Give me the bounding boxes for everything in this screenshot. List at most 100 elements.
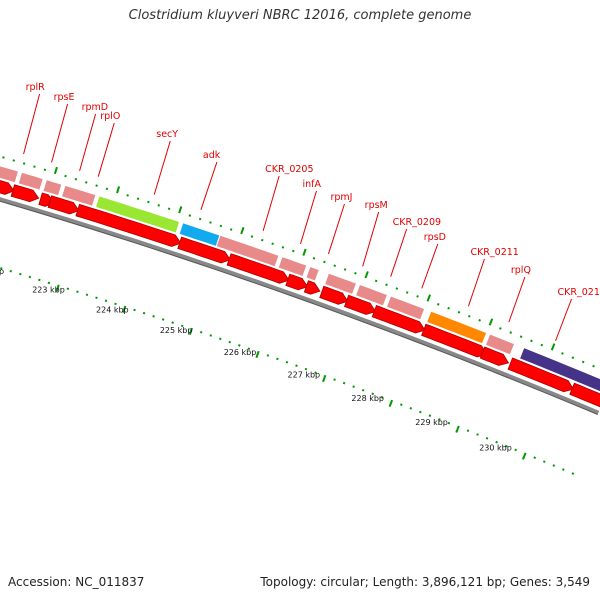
outer-tick-27 xyxy=(260,238,264,242)
leader-10 xyxy=(362,211,380,267)
inner-tick-33 xyxy=(266,354,270,357)
outer-tick-23 xyxy=(219,224,223,228)
inner-tick-47 xyxy=(399,403,403,406)
inner-tick-60 xyxy=(522,452,527,460)
inner-tick-17 xyxy=(114,302,117,306)
inner-tick-57 xyxy=(495,440,498,444)
inner-tick-21 xyxy=(152,315,155,318)
leader-11 xyxy=(390,228,408,277)
inner-tick-41 xyxy=(342,381,346,385)
gene-label-3: rpmD xyxy=(82,102,109,113)
gene-block-15 xyxy=(518,346,600,393)
gene-block-2 xyxy=(17,171,44,191)
leader-2 xyxy=(51,103,69,163)
cds-arrow-8 xyxy=(285,273,309,291)
cds-arrow-12 xyxy=(371,304,426,334)
gene-block-5 xyxy=(94,195,181,234)
gene-label-11: CKR_0209 xyxy=(393,217,441,228)
gene-label-7: CKR_0205 xyxy=(265,164,313,175)
inner-tick-5 xyxy=(0,267,3,270)
inner-tick-52 xyxy=(447,421,451,425)
outer-tick-14 xyxy=(126,194,129,197)
kbp-label-3: 224 kbp xyxy=(96,305,129,314)
outer-tick-15 xyxy=(136,197,140,200)
outer-tick-57 xyxy=(571,356,575,359)
inner-tick-62 xyxy=(542,460,546,463)
backbone-edge xyxy=(0,200,598,415)
gene-block-12 xyxy=(385,295,426,321)
gene-label-13: CKR_0211 xyxy=(470,247,518,258)
inner-tick-16 xyxy=(104,299,108,303)
cds-arrow-14 xyxy=(479,346,510,366)
accession-text: Accession: NC_011837 xyxy=(8,575,145,589)
red-cds-track xyxy=(0,180,600,408)
gene-label-15: CKR_0213 xyxy=(558,287,600,298)
map-title: Clostridium kluyveri NBRC 12016, complet… xyxy=(128,8,472,23)
inner-tick-25 xyxy=(188,327,193,336)
inner-tick-61 xyxy=(533,456,537,459)
outer-tick-31 xyxy=(302,248,307,256)
outer-tick-38 xyxy=(374,279,378,283)
inner-tick-31 xyxy=(247,347,251,351)
outer-tick-29 xyxy=(281,246,285,249)
outer-tick-42 xyxy=(416,295,419,298)
inner-tick-18 xyxy=(122,305,127,313)
kbp-label-1: 222 kbp xyxy=(0,267,4,276)
outer-tick-49 xyxy=(488,318,494,326)
pink-gene-track xyxy=(0,165,600,393)
cds-arrow-9 xyxy=(303,280,321,295)
cds-arrow-6 xyxy=(177,236,231,264)
outer-tick-46 xyxy=(457,310,461,314)
inner-tick-track xyxy=(0,267,575,475)
leader-8 xyxy=(299,190,317,245)
genome-summary-text: Topology: circular; Length: 3,896,121 bp… xyxy=(260,575,590,589)
inner-tick-11 xyxy=(55,284,60,292)
inner-tick-10 xyxy=(47,281,51,285)
kbp-label-5: 226 kbp xyxy=(224,348,257,357)
outer-tick-54 xyxy=(540,343,544,347)
inner-tick-40 xyxy=(333,378,336,381)
leader-9 xyxy=(327,203,345,255)
leader-4 xyxy=(97,122,115,177)
gene-block-3 xyxy=(42,178,63,197)
outer-tick-41 xyxy=(405,291,409,294)
outer-tick-9 xyxy=(74,177,78,181)
gene-block-13 xyxy=(425,310,488,345)
cds-arrow-16 xyxy=(569,382,600,408)
leader-7 xyxy=(262,175,280,232)
outer-tick-24 xyxy=(229,228,233,231)
gene-block-8 xyxy=(277,255,308,278)
inner-tick-65 xyxy=(571,472,575,475)
outer-tick-32 xyxy=(312,257,316,260)
outer-tick-34 xyxy=(333,264,337,268)
gene-label-4: rplO xyxy=(100,111,120,122)
inner-tick-13 xyxy=(76,290,79,293)
gene-block-4 xyxy=(60,184,97,207)
gene-label-5: secY xyxy=(156,129,178,140)
outer-tick-18 xyxy=(167,207,171,211)
cds-arrow-10 xyxy=(319,285,349,305)
kbp-label-8: 229 kbp xyxy=(415,418,448,427)
inner-tick-51 xyxy=(438,418,441,421)
leader-14 xyxy=(508,276,526,323)
gene-label-14: rplQ xyxy=(511,265,531,276)
outer-tick-13 xyxy=(116,186,121,194)
outer-tick-12 xyxy=(105,187,109,191)
genome-backbone xyxy=(0,197,600,415)
kbp-label-2: 223 kbp xyxy=(32,285,65,294)
outer-tick-11 xyxy=(95,184,98,187)
outer-tick-4 xyxy=(22,162,26,165)
leader-1 xyxy=(23,93,41,155)
inner-tick-28 xyxy=(219,337,222,341)
leader-5 xyxy=(153,140,171,195)
leader-12 xyxy=(421,243,439,289)
inner-tick-35 xyxy=(285,360,289,364)
outer-tick-16 xyxy=(147,200,150,204)
outer-tick-37 xyxy=(364,271,369,279)
gene-block-14 xyxy=(484,333,516,356)
cds-arrow-7 xyxy=(226,253,290,284)
outer-tick-56 xyxy=(561,352,564,355)
cds-arrow-5 xyxy=(75,203,182,247)
outer-tick-7 xyxy=(53,166,58,175)
outer-tick-47 xyxy=(468,314,471,318)
